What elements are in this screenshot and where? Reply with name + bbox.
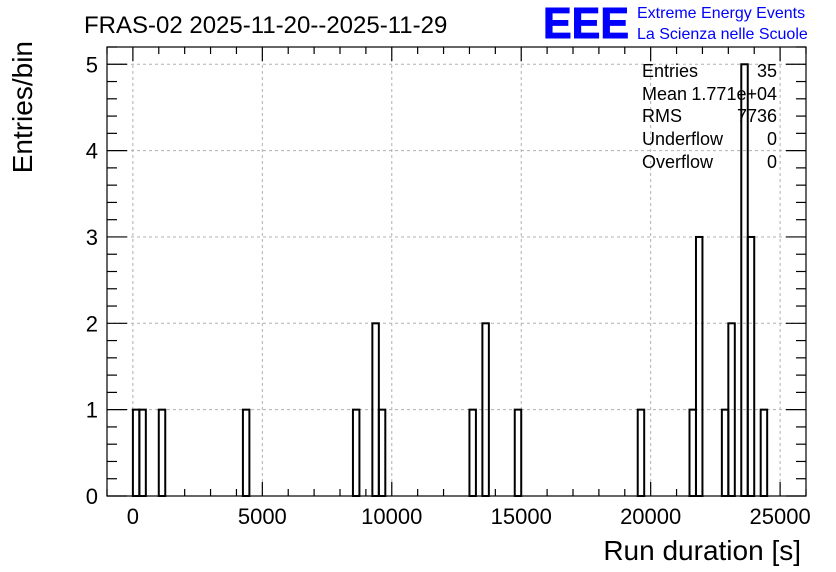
grid bbox=[107, 47, 806, 496]
x-tick-label-0: 0 bbox=[127, 504, 139, 529]
histogram-bar-16 bbox=[746, 235, 756, 497]
stats-mean-label: Mean bbox=[642, 84, 687, 104]
histogram-bar-17 bbox=[759, 408, 769, 497]
eee-logo: EEE Extreme Energy Events La Scienza nel… bbox=[543, 0, 808, 49]
stats-entries-value: 35 bbox=[757, 61, 777, 81]
histogram-bar-10 bbox=[636, 408, 646, 497]
x-tick-label-1: 5000 bbox=[238, 504, 287, 529]
histogram-bar-7 bbox=[468, 408, 477, 497]
y-axis-label: Entries/bin bbox=[7, 41, 38, 173]
stats-overflow-label: Overflow bbox=[642, 152, 714, 172]
axis-ticks bbox=[106, 46, 807, 497]
y-tick-label-2: 2 bbox=[86, 311, 98, 336]
histogram-bar-4 bbox=[351, 408, 361, 497]
stats-entries-label: Entries bbox=[642, 61, 698, 81]
stats-box: Entries 35 Mean 1.771e+04 RMS 7736 Under… bbox=[642, 61, 777, 172]
chart-title: FRAS-02 2025-11-20--2025-11-29 bbox=[84, 12, 447, 39]
histogram-bar-9 bbox=[513, 408, 523, 497]
x-tick-label-2: 10000 bbox=[361, 504, 422, 529]
histogram-bar-3 bbox=[241, 408, 251, 497]
histogram-bar-12 bbox=[694, 235, 704, 497]
stats-mean-value: 1.771e+04 bbox=[691, 84, 777, 104]
x-tick-label-5: 25000 bbox=[750, 504, 811, 529]
stats-rms-value: 7736 bbox=[737, 106, 777, 126]
logo-line-1: Extreme Energy Events bbox=[637, 5, 805, 22]
y-tick-label-5: 5 bbox=[86, 52, 98, 77]
histogram-bar-6 bbox=[377, 408, 387, 497]
y-tick-label-3: 3 bbox=[86, 225, 98, 250]
logo-line-2: La Scienza nelle Scuole bbox=[637, 26, 808, 43]
histogram-bar-2 bbox=[157, 408, 167, 497]
histogram-bar-1 bbox=[138, 408, 147, 497]
y-tick-label-0: 0 bbox=[86, 484, 98, 509]
y-tick-label-4: 4 bbox=[86, 139, 98, 164]
axis-tick-labels: 0 5000 10000 15000 20000 25000 0 1 2 3 4 5 bbox=[86, 52, 811, 529]
x-axis-label: Run duration [s] bbox=[603, 535, 801, 566]
x-tick-label-4: 20000 bbox=[620, 504, 681, 529]
x-tick-label-3: 15000 bbox=[491, 504, 552, 529]
stats-underflow-value: 0 bbox=[767, 129, 777, 149]
y-tick-label-1: 1 bbox=[86, 398, 98, 423]
stats-rms-label: RMS bbox=[642, 106, 682, 126]
eee-logo-mark: EEE bbox=[543, 0, 629, 48]
plot-frame bbox=[106, 46, 807, 497]
stats-underflow-label: Underflow bbox=[642, 129, 724, 149]
stats-overflow-value: 0 bbox=[767, 152, 777, 172]
